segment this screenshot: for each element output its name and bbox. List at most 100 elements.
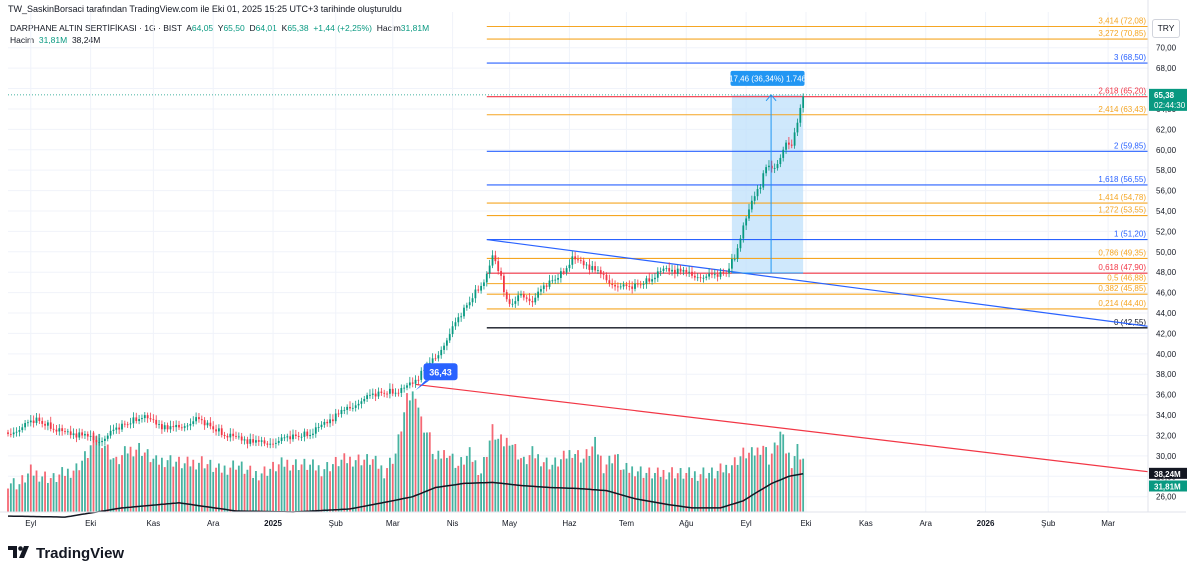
measure-label-box	[730, 70, 805, 86]
currency-button[interactable]: TRY	[1152, 19, 1180, 38]
candle	[232, 433, 235, 437]
volume-bar	[560, 459, 562, 512]
price-tag-bg	[1149, 480, 1187, 492]
volume-bar	[297, 470, 300, 512]
chart-attribution: TW_SaskinBorsaci tarafından TradingView.…	[8, 4, 402, 14]
price-chart[interactable]: 0 (42,55) 0,214 (44,40) 0,382 (45,85)0,5 (…	[0, 0, 1200, 540]
volume-bar	[146, 449, 149, 512]
candle	[255, 440, 257, 443]
candle	[12, 432, 15, 435]
candle	[66, 431, 69, 433]
candle	[471, 298, 474, 303]
candle	[417, 379, 420, 381]
volume-indicator-label[interactable]: Hacim	[10, 35, 35, 45]
candle	[178, 424, 180, 428]
price-tick-label: 42,00	[1156, 329, 1177, 338]
volume-indicator-value: 31,81M	[38, 35, 68, 45]
volume-bar	[685, 472, 688, 512]
volume-bar	[802, 458, 805, 512]
volume-bar	[400, 431, 403, 512]
candle	[266, 443, 269, 445]
fib-level-label: 1,414 (54,78)	[1098, 193, 1146, 202]
candle	[35, 417, 38, 423]
candle	[229, 433, 232, 438]
volume-bar	[135, 449, 138, 512]
volume-bar	[81, 460, 83, 512]
candle	[317, 427, 320, 428]
candle	[195, 417, 197, 422]
candle	[64, 431, 66, 432]
volume-bar	[508, 445, 511, 512]
candle	[537, 291, 539, 298]
price-tick-label: 50,00	[1156, 248, 1177, 257]
volume-bar	[394, 453, 397, 512]
candle	[674, 269, 676, 274]
candle	[38, 417, 41, 421]
legend-symbol[interactable]: DARPHANE ALTIN SERTİFİKASI · 1G · BIST	[10, 23, 182, 33]
volume-bar	[671, 467, 673, 512]
candle	[451, 326, 454, 335]
candle	[380, 391, 383, 393]
candle	[332, 419, 334, 422]
volume-bar	[166, 460, 169, 512]
candle	[314, 427, 317, 434]
candle	[18, 430, 21, 432]
price-tick-label: 68,00	[1156, 64, 1177, 73]
price-tag-bg	[1149, 88, 1187, 111]
volume-bar	[788, 452, 790, 512]
candle	[651, 279, 653, 282]
candle	[696, 277, 699, 279]
legend-high-label: Y	[217, 23, 224, 33]
volume-bar	[286, 459, 289, 512]
candle	[106, 435, 109, 439]
candle	[454, 322, 457, 327]
candle	[759, 187, 762, 190]
candle	[411, 382, 414, 384]
candle	[420, 370, 423, 380]
volume-bar	[614, 454, 616, 512]
volume-bar	[346, 463, 349, 512]
volume-bar	[337, 466, 340, 512]
candle	[671, 269, 673, 272]
candle	[731, 258, 733, 269]
candle	[397, 392, 400, 394]
callout-label: 36,43	[429, 367, 452, 377]
candle	[728, 268, 730, 274]
candle	[434, 358, 437, 360]
volume-bar	[149, 462, 152, 512]
time-tick-label: Eki	[85, 519, 96, 528]
volume-ma-tag: 38,24M	[1149, 467, 1187, 479]
candle	[277, 440, 280, 443]
candle	[257, 440, 260, 442]
volume-bar	[12, 478, 15, 512]
volume-bar	[243, 473, 246, 512]
candle	[685, 269, 688, 273]
candle	[101, 440, 103, 443]
volume-bar	[457, 465, 460, 512]
candle	[386, 393, 388, 395]
candle	[716, 274, 719, 277]
time-tick-label: Ağu	[679, 519, 693, 528]
time-tick-label: Nis	[447, 519, 459, 528]
volume-bar	[246, 469, 249, 512]
price-tick-label: 26,00	[1156, 493, 1177, 502]
candle	[446, 340, 448, 346]
tradingview-logo[interactable]: TradingView	[8, 542, 124, 564]
candle	[44, 423, 46, 426]
volume-bar	[303, 458, 306, 512]
volume-bar	[608, 455, 611, 512]
volume-bar	[480, 473, 482, 512]
candle	[414, 379, 417, 384]
candle	[98, 442, 101, 443]
volume-bar	[420, 416, 423, 512]
volume-bar	[380, 465, 383, 512]
volume-bar	[554, 457, 557, 512]
volume-bar	[782, 434, 785, 512]
fib-level-label: 0,618 (47,90)	[1098, 263, 1146, 272]
candle	[86, 433, 89, 437]
candle	[765, 167, 767, 174]
candle	[186, 425, 189, 427]
candle	[588, 264, 591, 270]
volume-bar	[648, 467, 651, 512]
candle	[166, 425, 169, 430]
